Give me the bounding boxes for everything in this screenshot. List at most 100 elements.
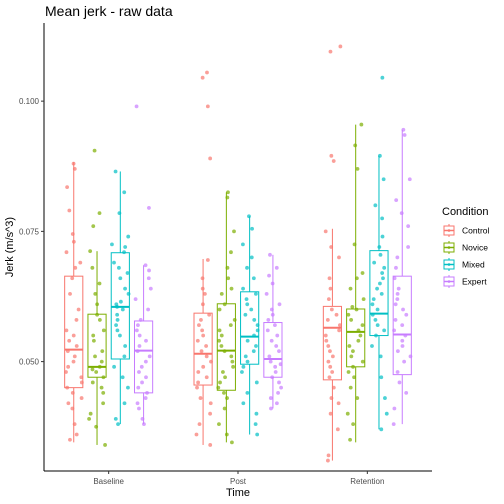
data-point: [92, 148, 97, 153]
data-point: [146, 276, 151, 281]
data-point: [229, 354, 234, 359]
data-point: [200, 286, 205, 291]
data-point: [71, 333, 76, 338]
data-point: [240, 370, 244, 374]
legend-title: Condition: [442, 206, 488, 218]
data-point: [356, 328, 361, 333]
data-point: [123, 286, 127, 291]
data-point: [406, 224, 411, 229]
y-tick-label: 0.050: [19, 358, 40, 367]
data-point: [91, 224, 96, 229]
legend-item-mixed: Mixed: [443, 258, 485, 271]
data-point: [72, 354, 77, 359]
data-point: [324, 338, 329, 343]
data-point: [403, 333, 408, 338]
data-point: [67, 338, 72, 343]
data-point: [383, 396, 387, 400]
data-point: [378, 252, 383, 257]
data-point: [249, 255, 254, 260]
data-point: [64, 250, 69, 255]
box-iqr: [392, 275, 412, 376]
data-point: [136, 385, 141, 390]
data-point: [66, 364, 71, 369]
legend-item-expert: Expert: [443, 275, 487, 288]
data-point: [328, 49, 333, 54]
data-point: [372, 260, 377, 265]
data-point: [354, 307, 359, 312]
data-point: [67, 208, 72, 213]
data-point: [217, 328, 222, 333]
data-point: [329, 396, 334, 400]
data-point: [359, 122, 364, 127]
data-point: [231, 364, 236, 369]
box-mixed: [110, 169, 131, 427]
data-point: [66, 401, 71, 406]
data-point: [115, 305, 119, 309]
data-point: [252, 333, 256, 338]
box-iqr: [240, 291, 260, 365]
data-point: [245, 390, 250, 395]
data-point: [245, 338, 250, 343]
data-point: [90, 367, 95, 372]
data-point: [253, 291, 258, 296]
data-point: [326, 453, 331, 458]
data-point: [360, 271, 365, 275]
box-expert: [133, 104, 154, 427]
box-novice: [345, 122, 366, 443]
data-point: [118, 276, 123, 281]
data-point: [241, 286, 245, 291]
data-point: [229, 286, 234, 291]
data-point: [345, 411, 350, 416]
data-point: [382, 265, 387, 270]
data-point: [330, 370, 335, 374]
data-point: [101, 328, 106, 333]
data-point: [136, 323, 140, 328]
data-point: [74, 318, 79, 322]
data-point: [222, 390, 226, 395]
box-iqr: [64, 275, 84, 389]
data-point: [222, 406, 227, 411]
data-point: [137, 370, 141, 374]
data-point: [346, 370, 351, 374]
data-point: [350, 305, 355, 309]
data-point: [99, 385, 104, 390]
data-point: [197, 323, 201, 328]
data-point: [79, 375, 84, 380]
data-point: [68, 437, 72, 442]
data-point: [347, 344, 352, 348]
data-point: [65, 385, 70, 390]
data-point: [208, 401, 213, 406]
data-point: [208, 411, 213, 416]
data-point: [353, 143, 358, 148]
data-point: [195, 385, 199, 390]
legend-label: Mixed: [462, 260, 485, 270]
data-point: [255, 328, 260, 333]
y-axis-ticks: 0.050 0.075 0.100: [19, 97, 44, 367]
data-point: [223, 375, 227, 380]
data-point: [97, 211, 102, 216]
data-point: [381, 177, 386, 182]
series-novice: [87, 122, 366, 447]
data-point: [137, 344, 142, 348]
data-point: [268, 396, 273, 400]
data-point: [230, 440, 234, 445]
data-point: [400, 323, 405, 328]
box-mixed: [240, 214, 260, 437]
data-point: [377, 153, 382, 158]
data-point: [277, 302, 282, 307]
data-point: [115, 318, 120, 322]
data-point: [74, 344, 79, 348]
box-control: [64, 161, 84, 443]
data-point: [254, 344, 258, 348]
data-point: [267, 354, 272, 359]
data-point: [337, 328, 342, 333]
data-point: [355, 396, 360, 400]
data-point: [396, 286, 401, 291]
data-point: [244, 297, 249, 301]
data-point: [93, 291, 98, 296]
data-point: [331, 385, 336, 390]
legend-key-point: [447, 246, 451, 249]
data-point: [146, 307, 151, 312]
legend-item-control: Control: [443, 224, 490, 237]
